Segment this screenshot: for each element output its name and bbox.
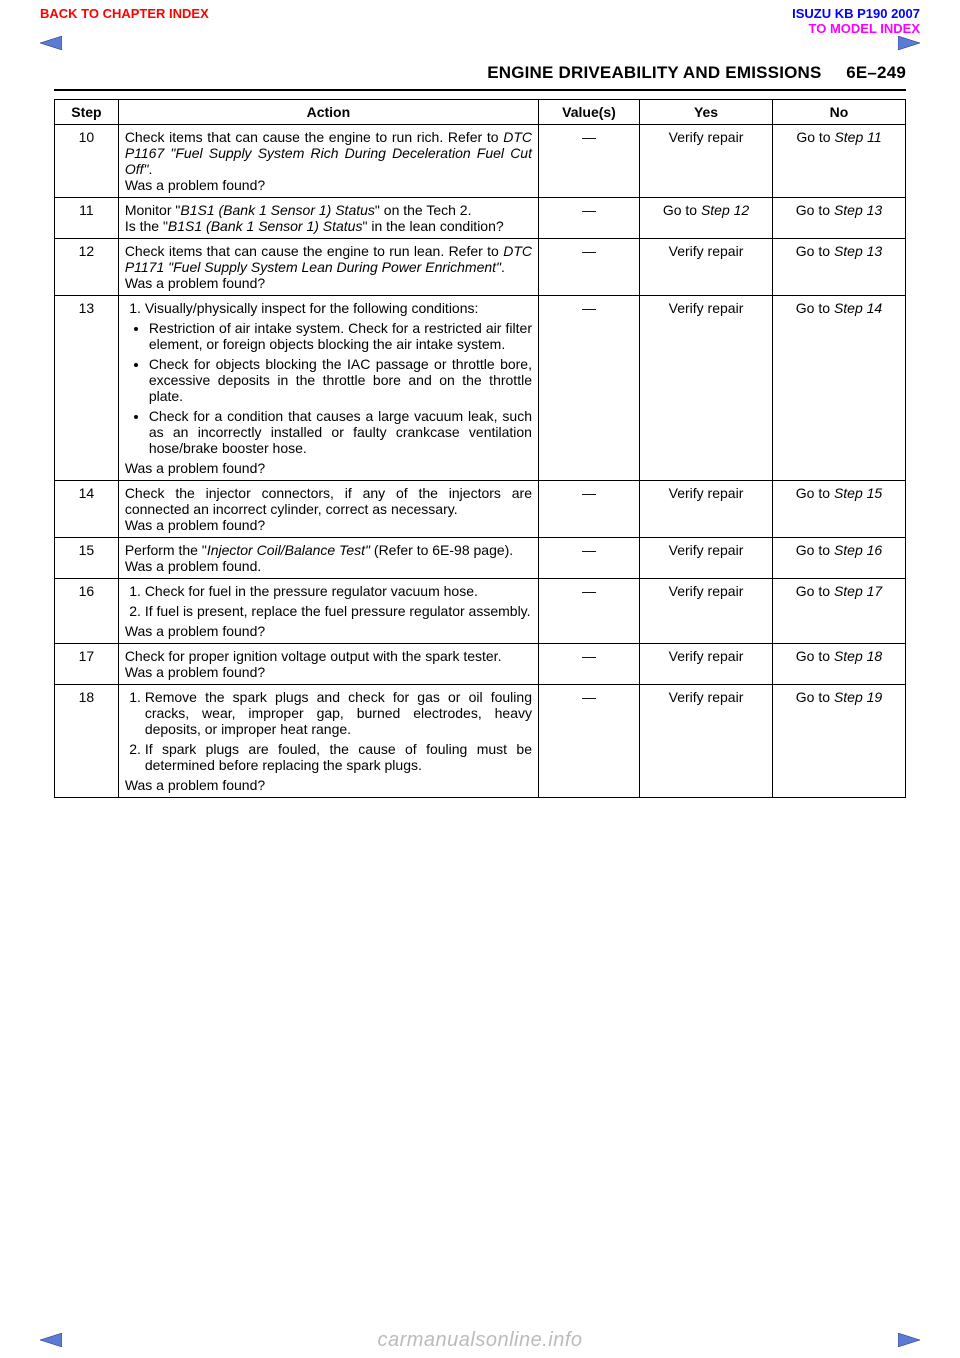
model-link[interactable]: ISUZU KB P190 2007 bbox=[792, 6, 920, 21]
cell-no: Go to Step 17 bbox=[773, 579, 906, 644]
table-row: 16Check for fuel in the pressure regulat… bbox=[55, 579, 906, 644]
cell-no: Go to Step 15 bbox=[773, 481, 906, 538]
table-row: 18Remove the spark plugs and check for g… bbox=[55, 685, 906, 798]
diagnostic-table: Step Action Value(s) Yes No 10Check item… bbox=[54, 99, 906, 798]
cell-yes: Verify repair bbox=[640, 538, 773, 579]
cell-action: Check the injector connectors, if any of… bbox=[118, 481, 538, 538]
table-body: 10Check items that can cause the engine … bbox=[55, 125, 906, 798]
cell-values: — bbox=[538, 296, 639, 481]
cell-no: Go to Step 13 bbox=[773, 239, 906, 296]
cell-values: — bbox=[538, 125, 639, 198]
cell-action: Remove the spark plugs and check for gas… bbox=[118, 685, 538, 798]
cell-step: 15 bbox=[55, 538, 119, 579]
page-number: 6E–249 bbox=[846, 63, 906, 82]
cell-yes: Go to Step 12 bbox=[640, 198, 773, 239]
cell-values: — bbox=[538, 538, 639, 579]
cell-action: Monitor "B1S1 (Bank 1 Sensor 1) Status" … bbox=[118, 198, 538, 239]
table-row: 17Check for proper ignition voltage outp… bbox=[55, 644, 906, 685]
col-yes: Yes bbox=[640, 100, 773, 125]
nav-arrows-top bbox=[0, 36, 960, 55]
cell-yes: Verify repair bbox=[640, 239, 773, 296]
cell-yes: Verify repair bbox=[640, 685, 773, 798]
top-links-bar: BACK TO CHAPTER INDEX ISUZU KB P190 2007… bbox=[0, 0, 960, 38]
table-row: 12Check items that can cause the engine … bbox=[55, 239, 906, 296]
cell-step: 17 bbox=[55, 644, 119, 685]
table-row: 11Monitor "B1S1 (Bank 1 Sensor 1) Status… bbox=[55, 198, 906, 239]
section-title: ENGINE DRIVEABILITY AND EMISSIONS bbox=[487, 63, 821, 82]
cell-yes: Verify repair bbox=[640, 644, 773, 685]
cell-values: — bbox=[538, 685, 639, 798]
table-row: 14Check the injector connectors, if any … bbox=[55, 481, 906, 538]
cell-action: Check items that can cause the engine to… bbox=[118, 125, 538, 198]
col-step: Step bbox=[55, 100, 119, 125]
back-to-chapter-link[interactable]: BACK TO CHAPTER INDEX bbox=[40, 6, 209, 36]
cell-no: Go to Step 13 bbox=[773, 198, 906, 239]
prev-page-arrow-icon[interactable] bbox=[40, 1333, 62, 1352]
table-header-row: Step Action Value(s) Yes No bbox=[55, 100, 906, 125]
cell-step: 16 bbox=[55, 579, 119, 644]
cell-values: — bbox=[538, 644, 639, 685]
cell-no: Go to Step 14 bbox=[773, 296, 906, 481]
cell-step: 11 bbox=[55, 198, 119, 239]
cell-yes: Verify repair bbox=[640, 296, 773, 481]
cell-action: Visually/physically inspect for the foll… bbox=[118, 296, 538, 481]
watermark-text: carmanualsonline.info bbox=[377, 1329, 582, 1352]
prev-page-arrow-icon[interactable] bbox=[40, 36, 62, 55]
cell-action: Check for proper ignition voltage output… bbox=[118, 644, 538, 685]
cell-action: Check items that can cause the engine to… bbox=[118, 239, 538, 296]
cell-yes: Verify repair bbox=[640, 481, 773, 538]
cell-yes: Verify repair bbox=[640, 579, 773, 644]
cell-yes: Verify repair bbox=[640, 125, 773, 198]
col-no: No bbox=[773, 100, 906, 125]
page-content: ENGINE DRIVEABILITY AND EMISSIONS 6E–249… bbox=[0, 63, 960, 798]
next-page-arrow-icon[interactable] bbox=[898, 1333, 920, 1352]
col-values: Value(s) bbox=[538, 100, 639, 125]
cell-action: Perform the "Injector Coil/Balance Test"… bbox=[118, 538, 538, 579]
cell-step: 12 bbox=[55, 239, 119, 296]
cell-values: — bbox=[538, 239, 639, 296]
table-row: 13Visually/physically inspect for the fo… bbox=[55, 296, 906, 481]
cell-action: Check for fuel in the pressure regulator… bbox=[118, 579, 538, 644]
cell-no: Go to Step 11 bbox=[773, 125, 906, 198]
cell-step: 10 bbox=[55, 125, 119, 198]
nav-arrows-bottom: carmanualsonline.info bbox=[0, 1329, 960, 1352]
top-right-links: ISUZU KB P190 2007 TO MODEL INDEX bbox=[792, 6, 920, 36]
cell-step: 13 bbox=[55, 296, 119, 481]
cell-no: Go to Step 16 bbox=[773, 538, 906, 579]
cell-step: 18 bbox=[55, 685, 119, 798]
cell-values: — bbox=[538, 198, 639, 239]
next-page-arrow-icon[interactable] bbox=[898, 36, 920, 55]
page-header: ENGINE DRIVEABILITY AND EMISSIONS 6E–249 bbox=[54, 63, 906, 91]
table-row: 10Check items that can cause the engine … bbox=[55, 125, 906, 198]
cell-values: — bbox=[538, 481, 639, 538]
col-action: Action bbox=[118, 100, 538, 125]
to-model-index-link[interactable]: TO MODEL INDEX bbox=[792, 21, 920, 36]
cell-no: Go to Step 18 bbox=[773, 644, 906, 685]
cell-values: — bbox=[538, 579, 639, 644]
cell-step: 14 bbox=[55, 481, 119, 538]
cell-no: Go to Step 19 bbox=[773, 685, 906, 798]
table-row: 15Perform the "Injector Coil/Balance Tes… bbox=[55, 538, 906, 579]
